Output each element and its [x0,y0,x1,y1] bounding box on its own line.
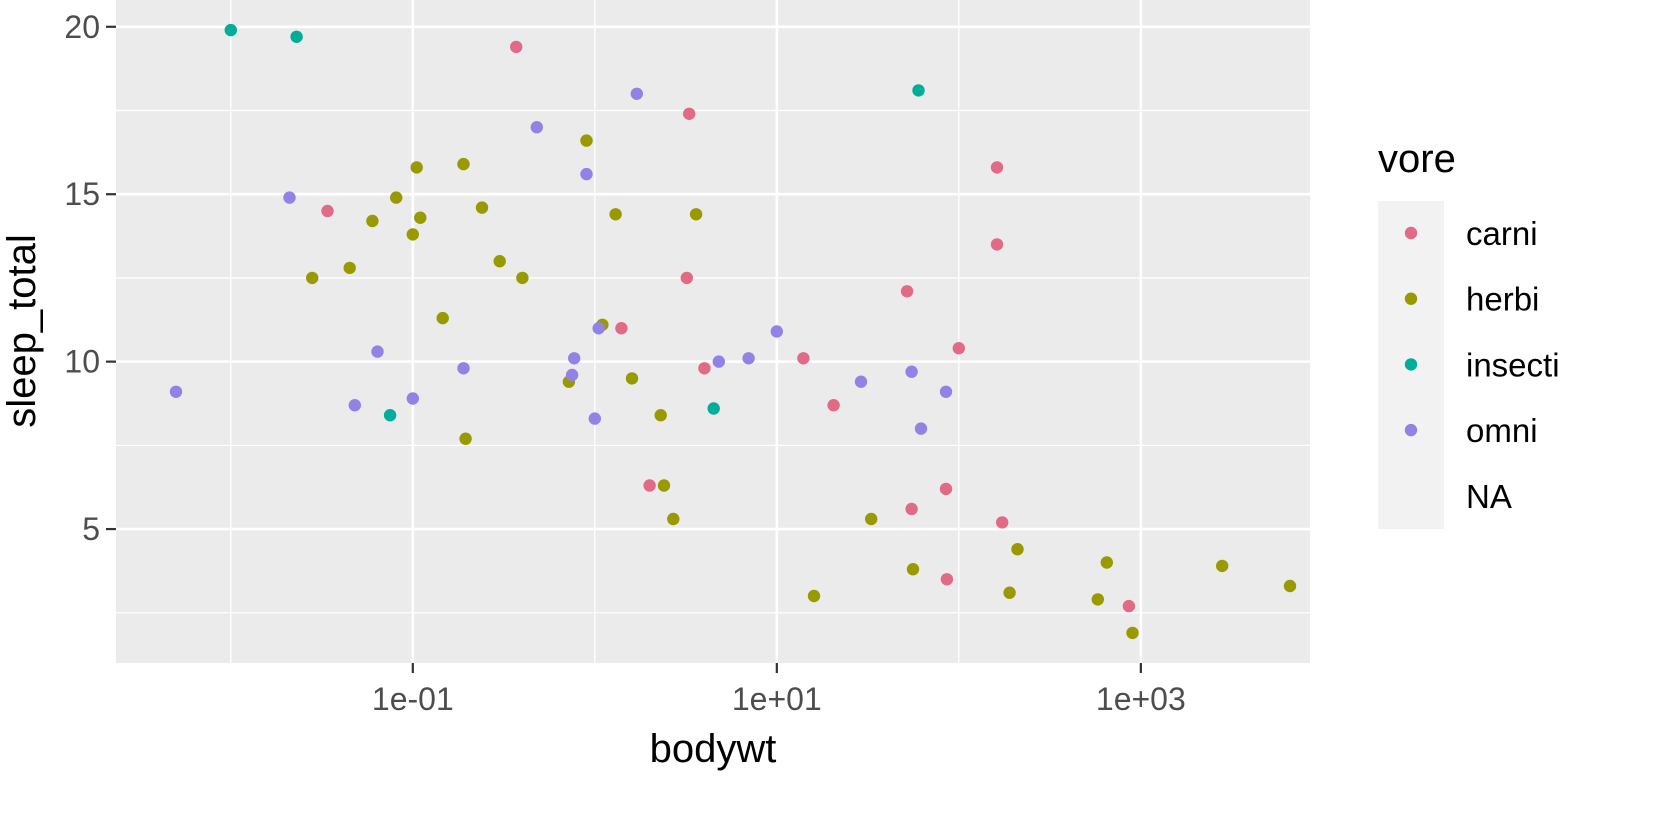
y-axis: 5 10 15 20 [64,9,116,547]
data-point-omni [169,385,183,398]
data-point-herbi [1003,586,1016,599]
legend-key-omni [1404,423,1418,437]
legend-label-NA: NA [1466,478,1512,515]
data-point-herbi [475,201,489,214]
data-point-carni [683,107,696,121]
data-point-omni [712,355,725,368]
data-points [169,23,1297,640]
legend-label-herbi: herbi [1466,281,1539,318]
data-point-herbi [493,255,506,268]
data-point-herbi [1126,626,1139,640]
data-point-herbi [343,261,356,275]
legend-title: vore [1378,137,1456,181]
data-point-herbi [436,311,449,325]
data-point-herbi [306,271,319,285]
x-tick-label: 1e+03 [1096,681,1186,717]
y-axis-title: sleep_total [0,234,44,427]
y-tick-label: 10 [64,344,100,380]
data-point-omni [283,191,296,204]
data-point-herbi [654,409,667,422]
data-point-omni [348,399,361,412]
data-point-herbi [414,211,427,224]
data-point-herbi [1091,593,1105,606]
data-point-herbi [625,372,639,385]
data-point-herbi [667,512,680,526]
data-point-carni [643,479,656,492]
data-point-omni [580,167,593,181]
data-point-herbi [457,157,470,171]
legend-items: carni herbi insecti omni NA [1404,215,1560,515]
data-point-omni [854,375,868,388]
data-point-insecti [224,23,237,37]
data-point-herbi [906,563,920,576]
data-point-omni [371,345,384,358]
data-point-carni [996,516,1009,529]
data-point-carni [698,362,711,375]
data-point-carni [939,482,953,496]
data-point-omni [905,365,918,378]
legend-label-omni: omni [1466,412,1538,449]
data-point-omni [592,322,605,335]
data-point-herbi [580,134,593,147]
data-point-omni [565,368,579,382]
data-point-carni [321,204,334,218]
legend-key-carni [1404,226,1418,240]
legend-key-insecti [1404,358,1418,371]
data-point-herbi [865,512,878,526]
data-point-herbi [1283,579,1297,593]
legend-key-herbi [1404,292,1418,305]
x-axis-title: bodywt [650,727,777,771]
data-point-insecti [912,84,925,97]
data-point-carni [990,238,1004,251]
data-point-carni [827,399,840,412]
data-point-insecti [290,30,303,43]
data-point-omni [630,87,643,101]
data-point-omni [406,392,419,405]
data-point-herbi [1100,556,1114,569]
data-point-herbi [410,161,423,174]
data-point-herbi [406,228,419,241]
panel-background [116,0,1310,663]
data-point-herbi [516,271,529,285]
data-point-carni [940,573,954,586]
y-tick-label: 15 [64,176,100,212]
x-tick-label: 1e-01 [372,681,454,717]
data-point-omni [770,325,783,338]
data-point-omni [568,352,581,365]
data-point-herbi [390,191,403,204]
data-point-carni [615,322,628,335]
data-point-insecti [707,402,720,415]
legend: vore carni herbi insecti omni NA [1378,137,1560,529]
data-point-omni [457,362,470,375]
x-axis: 1e-01 1e+01 1e+03 [372,663,1186,717]
data-point-omni [588,412,601,425]
data-point-carni [797,352,810,365]
data-point-carni [510,40,523,54]
data-point-herbi [609,208,622,221]
data-point-herbi [807,589,821,603]
data-point-carni [680,271,693,285]
data-point-omni [742,352,755,365]
data-point-herbi [1011,543,1024,556]
data-point-omni [914,422,928,435]
data-point-carni [900,285,914,298]
legend-label-carni: carni [1466,215,1538,252]
x-tick-label: 1e+01 [732,681,822,717]
data-point-carni [990,161,1004,174]
data-point-insecti [383,409,397,422]
legend-label-insecti: insecti [1466,346,1560,383]
data-point-herbi [366,214,379,228]
data-point-herbi [459,432,472,445]
data-point-herbi [1216,559,1229,573]
data-point-carni [952,342,965,355]
y-tick-label: 20 [64,9,100,45]
y-tick-label: 5 [82,511,100,547]
data-point-omni [939,385,953,398]
data-point-carni [905,502,918,516]
data-point-herbi [657,479,671,492]
data-point-carni [1122,599,1136,613]
data-point-omni [530,121,543,134]
data-point-herbi [689,208,703,221]
